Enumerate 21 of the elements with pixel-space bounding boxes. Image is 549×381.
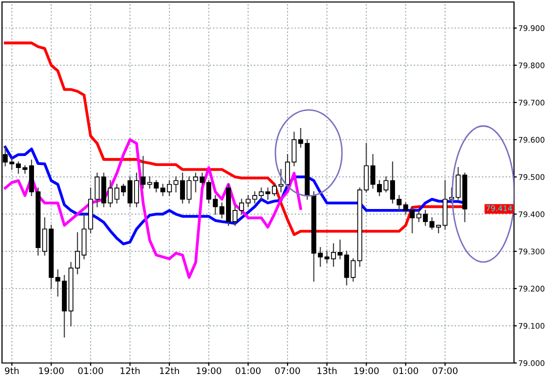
x-tick-label: 01:00 [78,367,104,374]
x-tick-label: 9th [4,367,19,374]
x-tick-label: 12th [120,367,140,374]
candlestick [154,180,159,192]
x-tick-label: 01:00 [393,367,418,374]
x-tick-label: 07:00 [432,367,458,374]
x-tick-label: 12th [160,367,179,374]
x-tick-label: 19:00 [354,367,379,374]
x-tick-label: 13th [318,367,337,374]
candlestick [410,206,415,234]
candlestick [258,188,264,200]
line-series [4,138,302,279]
x-tick-label: 07:00 [275,367,300,374]
candlestick [55,269,60,297]
x-tick-label: 19:00 [39,367,64,374]
x-tick-label: 01:00 [236,367,261,374]
candlestick [206,180,212,204]
x-tick-label: 19:00 [196,367,222,374]
candlestick [456,167,461,200]
candlestick [200,172,205,185]
candlestick [252,191,258,204]
